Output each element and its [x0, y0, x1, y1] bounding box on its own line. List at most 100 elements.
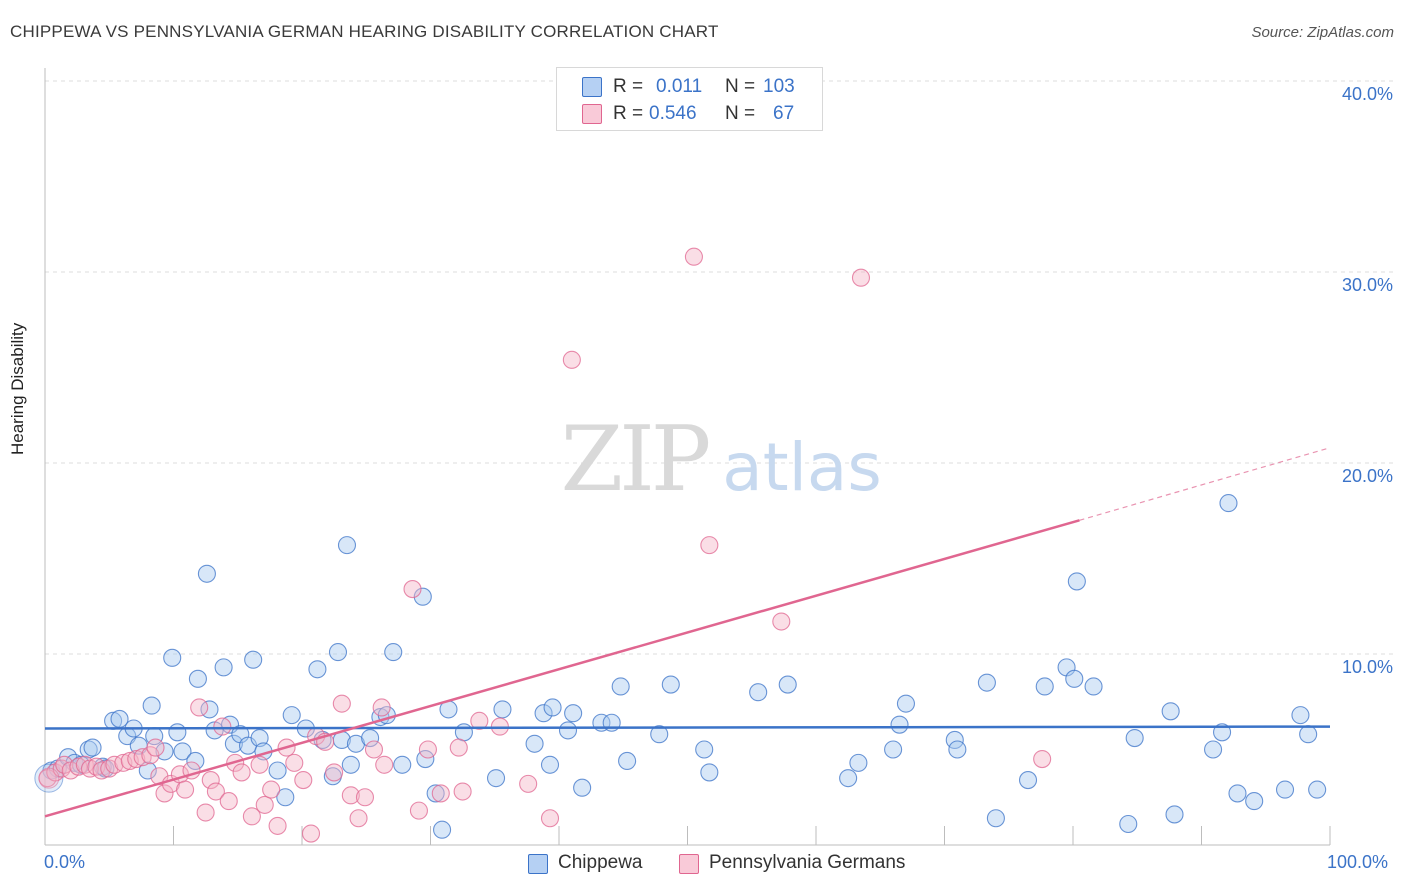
data-point [403, 580, 422, 599]
data-point [1084, 677, 1103, 696]
watermark-atlas: atlas [722, 429, 882, 506]
data-point [146, 738, 165, 757]
legend-label-chippewa: Chippewa [558, 852, 643, 873]
data-point [558, 721, 578, 740]
data-point [1065, 669, 1084, 688]
data-point [133, 748, 152, 767]
data-point [684, 247, 703, 266]
data-point [372, 698, 391, 717]
data-point [80, 759, 100, 778]
n-value: 103 [763, 76, 795, 97]
legend-swatch-chippewa [582, 77, 602, 97]
y-tick-labels: 10.0% 20.0% 30.0% 40.0% [1342, 84, 1393, 677]
trend-line-pennsylvania-germans [44, 519, 1080, 818]
data-point [700, 536, 719, 555]
data-point [213, 717, 232, 736]
data-point [986, 809, 1005, 828]
data-point [749, 683, 768, 702]
series-chippewa [34, 494, 1327, 839]
data-point [1291, 706, 1310, 725]
x-axis-max-label: 100.0% [1327, 852, 1389, 872]
y-axis-label: Hearing Disability [8, 322, 27, 455]
data-point [197, 564, 216, 583]
y-tick-label: 10.0% [1342, 657, 1393, 677]
data-point [142, 696, 161, 715]
data-point [337, 536, 357, 555]
data-point [1219, 494, 1238, 513]
series-pennsylvania-germans [38, 247, 1052, 843]
data-point [1033, 749, 1052, 769]
data-point [155, 784, 174, 803]
data-point [244, 650, 263, 669]
data-point [206, 782, 225, 801]
data-point [285, 753, 304, 772]
data-point [38, 767, 60, 789]
data-point [618, 751, 637, 771]
x-axis-min-label: 0.0% [44, 852, 86, 872]
data-point [839, 769, 858, 788]
data-point [948, 740, 967, 759]
data-point [155, 742, 174, 761]
n-label: N = [725, 103, 756, 124]
data-point [325, 763, 344, 782]
data-point [232, 763, 251, 782]
data-point [890, 715, 909, 734]
r-label: R = [613, 76, 644, 97]
data-point [543, 698, 562, 717]
legend-swatch-pennsylvania-germans [582, 104, 602, 124]
trend-lines [44, 447, 1331, 818]
data-point [163, 648, 182, 667]
trend-line-chippewa [44, 725, 1331, 730]
data-point [176, 780, 195, 799]
data-point [250, 728, 269, 748]
data-point [268, 761, 287, 780]
y-tick-label: 30.0% [1342, 275, 1393, 295]
data-point [426, 784, 445, 803]
source-label: Source: ZipAtlas.com [1251, 24, 1394, 41]
data-point [449, 738, 468, 757]
data-point [1228, 784, 1247, 803]
data-point [308, 660, 327, 679]
data-point [105, 755, 124, 774]
data-point [519, 774, 538, 793]
data-point [83, 738, 102, 757]
n-value: 67 [773, 103, 795, 124]
data-point [650, 725, 669, 744]
data-point [470, 711, 489, 730]
data-point [611, 677, 630, 696]
data-point [413, 587, 432, 606]
data-point [1213, 723, 1232, 742]
data-point [341, 786, 360, 805]
legend-swatch-pennsylvania-germans [679, 854, 699, 874]
data-point [1308, 780, 1327, 799]
data-point [393, 755, 412, 774]
data-point [564, 704, 583, 723]
data-point [341, 755, 360, 774]
data-point [328, 643, 348, 662]
y-tick-label: 20.0% [1342, 466, 1393, 486]
data-point [127, 749, 146, 769]
data-point [1067, 572, 1086, 591]
data-point [138, 761, 157, 780]
data-point [431, 784, 450, 803]
data-point [301, 824, 321, 843]
data-point [364, 740, 384, 759]
n-label: N = [725, 76, 756, 97]
data-point [573, 778, 592, 797]
axes [44, 68, 1331, 846]
watermark-zip: ZIP [561, 407, 709, 512]
trend-line-extension [1079, 447, 1331, 521]
y-tick-label: 40.0% [1342, 84, 1393, 104]
data-point [562, 350, 581, 369]
data-point [453, 782, 472, 801]
r-value: 0.546 [649, 103, 697, 124]
legend-row-pennsylvania-germans: R = 0.546 N = 67 [557, 101, 822, 127]
data-point [1204, 740, 1223, 759]
chart-title: CHIPPEWA VS PENNSYLVANIA GERMAN HEARING … [10, 22, 719, 41]
data-point [695, 740, 714, 759]
data-point [268, 816, 287, 835]
data-point [332, 694, 351, 713]
data-point [1035, 677, 1054, 696]
data-point [493, 700, 512, 719]
r-label: R = [613, 103, 644, 124]
